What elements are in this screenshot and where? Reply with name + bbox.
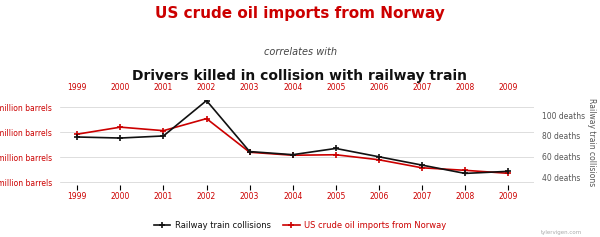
- Railway train collisions: [160, 135, 167, 137]
- Legend: Railway train collisions, US crude oil imports from Norway: Railway train collisions, US crude oil i…: [151, 217, 449, 233]
- US crude oil imports from Norway: [289, 154, 296, 157]
- US crude oil imports from Norway: [418, 166, 425, 169]
- Text: tylervigen.com: tylervigen.com: [541, 230, 582, 235]
- US crude oil imports from Norway: [246, 151, 253, 154]
- US crude oil imports from Norway: [461, 169, 469, 172]
- US crude oil imports from Norway: [160, 129, 167, 132]
- Railway train collisions: [74, 136, 81, 138]
- Railway train collisions: [461, 172, 469, 175]
- US crude oil imports from Norway: [332, 153, 340, 156]
- Line: Railway train collisions: Railway train collisions: [74, 97, 512, 177]
- Line: US crude oil imports from Norway: US crude oil imports from Norway: [74, 115, 512, 177]
- US crude oil imports from Norway: [203, 117, 210, 120]
- Railway train collisions: [203, 99, 210, 102]
- Railway train collisions: [332, 147, 340, 150]
- Y-axis label: Railway train collisions: Railway train collisions: [587, 98, 596, 186]
- Text: Drivers killed in collision with railway train: Drivers killed in collision with railway…: [133, 69, 467, 83]
- US crude oil imports from Norway: [505, 172, 512, 175]
- Text: correlates with: correlates with: [263, 47, 337, 57]
- US crude oil imports from Norway: [375, 158, 382, 161]
- US crude oil imports from Norway: [117, 126, 124, 128]
- Railway train collisions: [289, 153, 296, 156]
- Text: US crude oil imports from Norway: US crude oil imports from Norway: [155, 6, 445, 21]
- Railway train collisions: [117, 137, 124, 139]
- Railway train collisions: [375, 155, 382, 158]
- Railway train collisions: [418, 164, 425, 167]
- US crude oil imports from Norway: [74, 133, 81, 136]
- Railway train collisions: [505, 170, 512, 173]
- Railway train collisions: [246, 150, 253, 153]
